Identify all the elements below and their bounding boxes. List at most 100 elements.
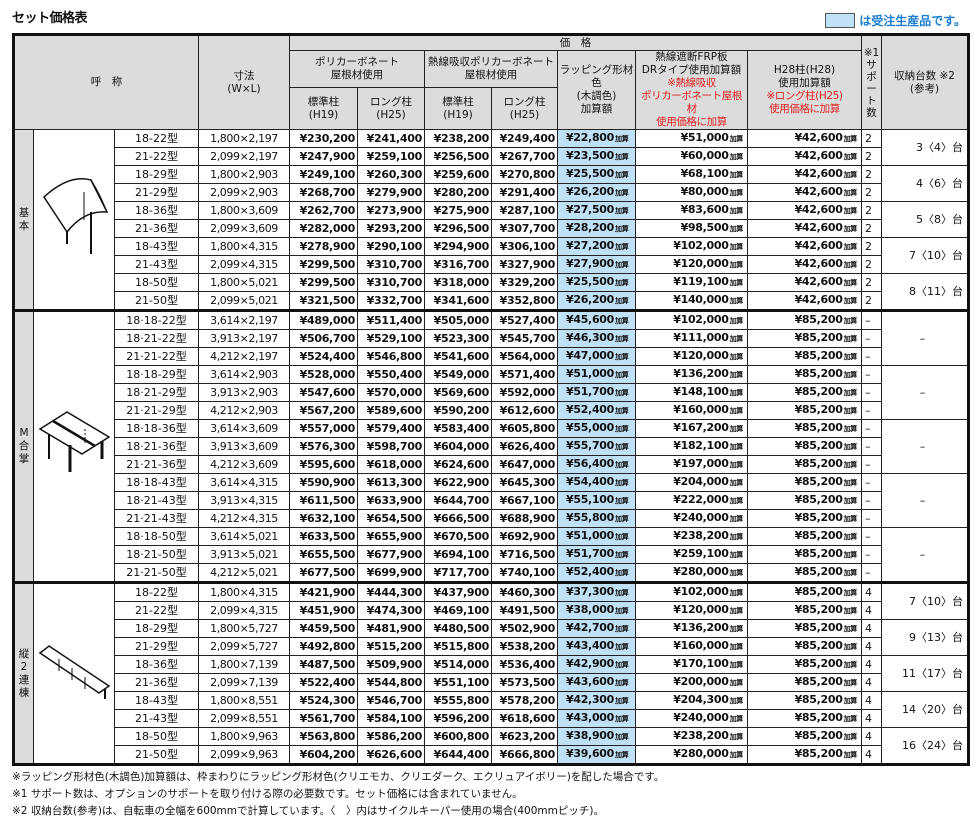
- add-suffix: 加算: [843, 625, 858, 633]
- heat-long-price-value: ¥578,200: [499, 693, 556, 707]
- storage-count-value: 11〈17〉台: [902, 666, 963, 680]
- heat-std-price: ¥469,100: [424, 601, 492, 620]
- frp-add-price: ¥68,100加算: [635, 165, 748, 184]
- heat-long-price: ¥502,900: [491, 619, 558, 638]
- frp-add-price-value: ¥280,000: [673, 565, 729, 578]
- support-count-value: 4: [865, 603, 872, 617]
- poly-long-price-value: ¥589,600: [366, 403, 423, 417]
- wrap-add-price-value: ¥42,900: [566, 657, 615, 670]
- wrap-add-price-value: ¥38,900: [566, 729, 615, 742]
- wrap-add-price: ¥55,000加算: [557, 419, 636, 438]
- support-count-value: –: [865, 403, 871, 417]
- storage-count-value: 9〈13〉台: [909, 630, 963, 644]
- frp-add-price: ¥160,000加算: [635, 637, 748, 656]
- heat-std-price-value: ¥318,000: [433, 275, 490, 289]
- poly-long-price-value: ¥586,200: [366, 729, 423, 743]
- wrap-add-price-value: ¥22,800: [566, 131, 615, 144]
- support-count: –: [861, 491, 882, 510]
- frp-add-price-value: ¥280,000: [673, 747, 729, 760]
- add-suffix: 加算: [729, 261, 744, 269]
- heat-std-price-value: ¥316,700: [433, 257, 490, 271]
- model-name: 21·21-29型: [114, 401, 199, 420]
- add-suffix: 加算: [729, 733, 744, 741]
- wrap-add-price-value: ¥25,500: [566, 275, 615, 288]
- poly-std-price-value: ¥576,300: [299, 439, 356, 453]
- frp-add-price: ¥111,000加算: [635, 329, 748, 348]
- poly-long-price: ¥279,900: [357, 183, 425, 202]
- add-suffix: 加算: [729, 317, 744, 325]
- dimensions-value: 3,913×4,315: [210, 493, 278, 507]
- heat-long-price: ¥618,600: [491, 709, 558, 728]
- poly-std-price-value: ¥451,900: [299, 603, 356, 617]
- dimensions-value: 2,099×7,139: [210, 675, 278, 689]
- frp-add-price-value: ¥120,000: [673, 257, 729, 270]
- poly-std-price-value: ¥557,000: [299, 421, 356, 435]
- table-row: 21·21-22型 4,212×2,197 ¥524,400 ¥546,800 ¥541…: [14, 347, 969, 366]
- support-count: –: [861, 437, 882, 456]
- heat-std-price: ¥341,600: [424, 291, 492, 311]
- add-suffix: 加算: [843, 317, 858, 325]
- support-count: –: [861, 347, 882, 366]
- poly-long-price-value: ¥677,900: [366, 547, 423, 561]
- poly-long-price: ¥550,400: [357, 365, 425, 384]
- support-count: 2: [861, 219, 882, 238]
- poly-std-price: ¥321,500: [289, 291, 358, 311]
- heat-std-price: ¥541,600: [424, 347, 492, 366]
- support-count-value: –: [865, 421, 871, 435]
- heat-long-price: ¥740,100: [491, 563, 558, 583]
- heat-long-price-value: ¥306,100: [499, 239, 556, 253]
- heat-long-price-value: ¥327,900: [499, 257, 556, 271]
- poly-long-price-value: ¥509,900: [366, 657, 423, 671]
- model-name: 18·21-22型: [114, 329, 199, 348]
- heat-long-price: ¥573,500: [491, 673, 558, 692]
- heat-long-price: ¥667,100: [491, 491, 558, 510]
- add-suffix: 加算: [729, 407, 744, 415]
- heat-long-price-value: ¥667,100: [499, 493, 556, 507]
- model-name-value: 21·21-43型: [126, 511, 187, 525]
- storage-count: 11〈17〉台: [881, 655, 969, 692]
- wrap-add-price: ¥51,700加算: [557, 545, 636, 564]
- add-suffix: 加算: [843, 479, 858, 487]
- wrap-add-price-value: ¥27,200: [566, 239, 615, 252]
- storage-count-value: –: [919, 493, 926, 507]
- heat-std-price: ¥238,200: [424, 129, 492, 148]
- support-count-value: 4: [865, 729, 872, 743]
- header-support: ※1 サポート数: [861, 34, 882, 130]
- heat-std-price-value: ¥569,600: [433, 385, 490, 399]
- table-row: M 合 掌 18·18-22型 3,614×2,197 ¥489,000 ¥511,40…: [13, 309, 969, 583]
- poly-std-price-value: ¥524,300: [299, 693, 356, 707]
- support-count-value: –: [865, 439, 871, 453]
- heat-std-price: ¥280,200: [424, 183, 492, 202]
- support-count-value: –: [865, 511, 871, 525]
- add-suffix: 加算: [615, 461, 629, 469]
- heat-std-price: ¥555,800: [424, 691, 492, 710]
- storage-count: –: [881, 419, 969, 474]
- heat-std-price-value: ¥238,200: [433, 131, 490, 145]
- heat-std-price-value: ¥294,900: [433, 239, 490, 253]
- support-count-value: –: [865, 331, 871, 345]
- poly-long-price: ¥546,800: [357, 347, 425, 366]
- poly-std-price-value: ¥299,500: [299, 275, 356, 289]
- wrap-add-price-value: ¥23,500: [566, 149, 615, 162]
- poly-std-price-value: ¥567,200: [299, 403, 356, 417]
- table-row: 基 本 18-22型 1,800×2,197 ¥230,200 ¥241,400 ¥238…: [13, 129, 969, 311]
- header-poly: ポリカーボネート 屋根材使用: [289, 49, 425, 89]
- poly-std-price-value: ¥247,900: [299, 149, 356, 163]
- frp-add-price: ¥160,000加算: [635, 401, 748, 420]
- table-row: 21-36型 2,099×3,609 ¥282,000 ¥293,200 ¥296,50…: [14, 219, 969, 238]
- heat-std-price: ¥259,600: [424, 165, 492, 184]
- wrap-add-price: ¥27,500加算: [557, 201, 636, 220]
- dimensions-value: 4,212×4,315: [210, 511, 278, 525]
- add-suffix: 加算: [615, 279, 629, 287]
- heat-std-price-value: ¥670,500: [433, 529, 490, 543]
- poly-std-price-value: ¥230,200: [299, 131, 356, 145]
- heat-long-price-value: ¥249,400: [499, 131, 556, 145]
- support-count-value: –: [865, 313, 871, 327]
- poly-long-price-value: ¥633,900: [366, 493, 423, 507]
- frp-add-price: ¥240,000加算: [635, 509, 748, 528]
- heat-std-price: ¥514,000: [424, 655, 492, 674]
- add-suffix: 加算: [843, 515, 858, 523]
- table-row: 18-29型 1,800×5,727 ¥459,500 ¥481,900 ¥480,50…: [14, 619, 969, 656]
- table-row: 18-36型 1,800×3,609 ¥262,700 ¥273,900 ¥275,90…: [14, 201, 969, 238]
- table-row: 18-50型 1,800×5,021 ¥299,500 ¥310,700 ¥318,00…: [14, 273, 969, 311]
